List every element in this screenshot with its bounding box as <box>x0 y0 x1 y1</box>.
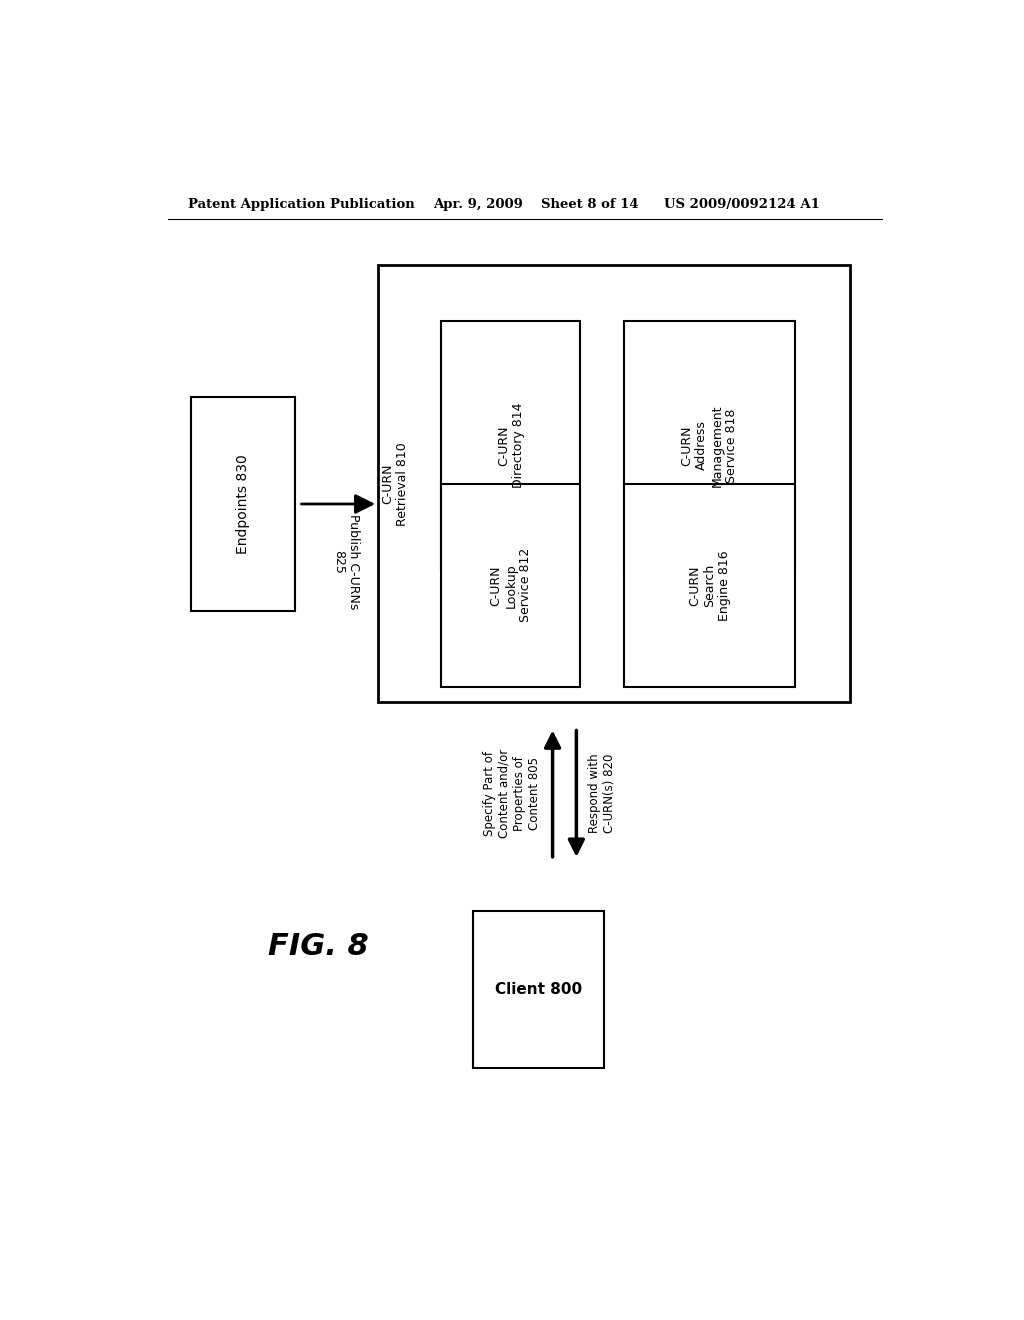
Text: C-URN
Lookup
Service 812: C-URN Lookup Service 812 <box>489 548 532 623</box>
Text: C-URN
Retrieval 810: C-URN Retrieval 810 <box>382 442 410 525</box>
Text: US 2009/0092124 A1: US 2009/0092124 A1 <box>664 198 819 211</box>
Text: FIG. 8: FIG. 8 <box>268 932 369 961</box>
Text: Publish C-URNs
825: Publish C-URNs 825 <box>332 515 360 610</box>
Text: Apr. 9, 2009: Apr. 9, 2009 <box>433 198 523 211</box>
Text: Client 800: Client 800 <box>496 982 583 997</box>
Text: C-URN
Search
Engine 816: C-URN Search Engine 816 <box>688 550 731 620</box>
Bar <box>624 321 795 570</box>
Text: Specify Part of
Content and/or
Properties of
Content 805: Specify Part of Content and/or Propertie… <box>482 748 541 838</box>
Text: Sheet 8 of 14: Sheet 8 of 14 <box>541 198 638 211</box>
Bar <box>441 483 581 686</box>
Text: Endpoints 830: Endpoints 830 <box>237 454 250 554</box>
Text: Patent Application Publication: Patent Application Publication <box>187 198 415 211</box>
Bar <box>473 911 604 1068</box>
Bar <box>441 321 581 570</box>
Text: C-URN
Address
Management
Service 818: C-URN Address Management Service 818 <box>680 404 738 487</box>
Bar <box>191 397 295 611</box>
Text: C-URN
Directory 814: C-URN Directory 814 <box>497 403 525 488</box>
Text: Respond with
C-URN(s) 820: Respond with C-URN(s) 820 <box>588 754 616 833</box>
Bar <box>378 265 850 702</box>
Bar <box>624 483 795 686</box>
